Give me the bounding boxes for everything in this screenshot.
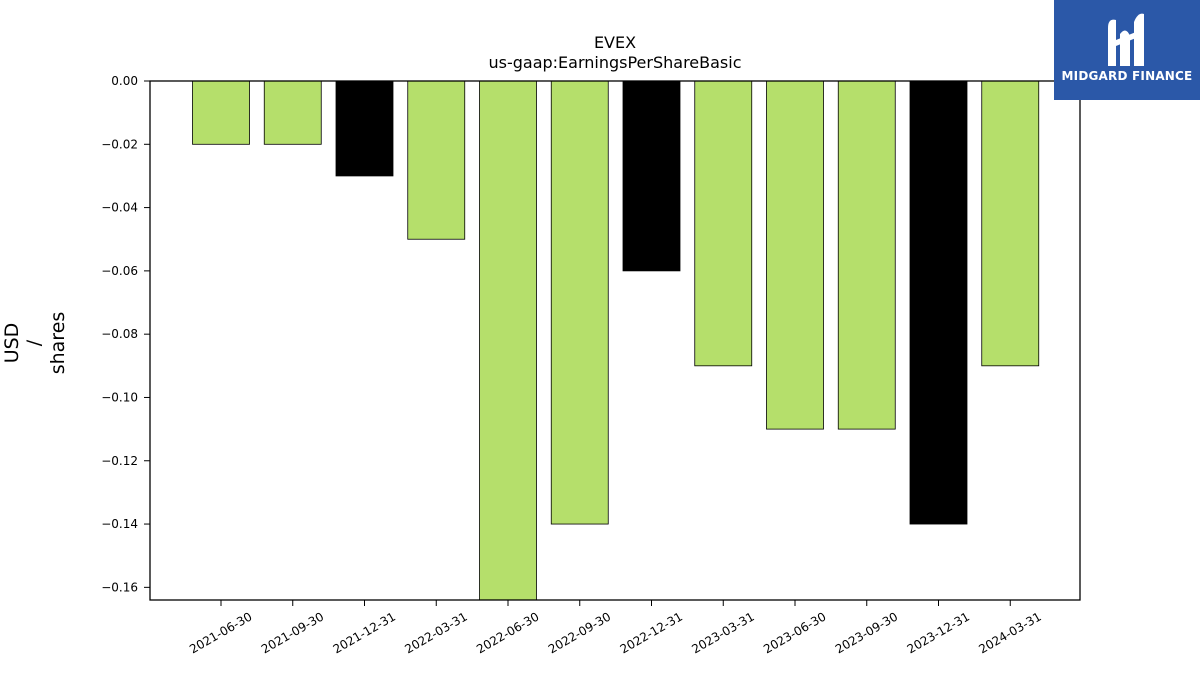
bar-2023-12-31 bbox=[909, 80, 968, 525]
plot-frame bbox=[149, 80, 1081, 601]
bar-2022-03-31 bbox=[407, 80, 466, 240]
y-ticks-group: 0.00 −0.02 −0.04 −0.06 −0.08 −0.10 −0.12 −0.14 −… bbox=[101, 74, 150, 594]
x-tick-label: 2022-06-30 bbox=[474, 609, 541, 656]
y-axis-label-line-2: / bbox=[23, 339, 45, 346]
x-tick-label: 2023-12-31 bbox=[905, 609, 972, 656]
y-tick-label: 0.00 bbox=[111, 74, 138, 88]
x-tick-label: 2022-09-30 bbox=[546, 609, 613, 656]
x-tick-label: 2023-03-31 bbox=[689, 609, 756, 656]
bar-2021-09-30 bbox=[263, 80, 322, 145]
y-tick-label: −0.02 bbox=[101, 137, 138, 151]
bar-2022-09-30 bbox=[550, 80, 609, 525]
chart-title: EVEX bbox=[594, 33, 636, 52]
x-tick-label: 2021-06-30 bbox=[187, 609, 254, 656]
bar-2021-12-31 bbox=[335, 80, 394, 177]
y-tick-label: −0.08 bbox=[101, 327, 138, 341]
x-tick-label: 2022-03-31 bbox=[402, 609, 469, 656]
x-tick-label: 2023-09-30 bbox=[833, 609, 900, 656]
y-tick-label: −0.16 bbox=[101, 580, 138, 594]
y-tick-label: −0.04 bbox=[101, 201, 138, 215]
bar-2024-03-31 bbox=[981, 80, 1040, 367]
bars-group bbox=[192, 80, 1040, 601]
x-tick-label: 2022-12-31 bbox=[618, 609, 685, 656]
bar-2023-06-30 bbox=[766, 80, 824, 430]
bar-2022-12-31 bbox=[622, 80, 681, 272]
midgard-logo-icon bbox=[1108, 13, 1144, 67]
y-axis-label: USD / shares bbox=[1, 312, 69, 375]
bar-2022-06-30 bbox=[479, 80, 537, 601]
x-tick-label: 2023-06-30 bbox=[761, 609, 828, 656]
y-tick-label: −0.12 bbox=[101, 454, 138, 468]
midgard-finance-logo: MIDGARD FINANCE bbox=[1054, 0, 1200, 100]
y-tick-label: −0.14 bbox=[101, 517, 138, 531]
x-ticks-group: 2021-06-30 2021-09-30 2021-12-31 2022-03-31… bbox=[187, 600, 1044, 656]
y-tick-label: −0.06 bbox=[101, 264, 138, 278]
x-tick-label: 2021-12-31 bbox=[331, 609, 398, 656]
x-tick-label: 2024-03-31 bbox=[976, 609, 1043, 656]
bar-2023-09-30 bbox=[837, 80, 896, 430]
bar-2023-03-31 bbox=[694, 80, 753, 367]
y-axis-label-line-1: USD bbox=[1, 323, 23, 364]
y-tick-label: −0.10 bbox=[101, 390, 138, 404]
logo-text: MIDGARD FINANCE bbox=[1061, 69, 1193, 83]
chart-subtitle: us-gaap:EarningsPerShareBasic bbox=[488, 53, 741, 72]
bar-2021-06-30 bbox=[192, 80, 250, 145]
y-axis-label-line-3: shares bbox=[47, 312, 69, 375]
x-tick-label: 2021-09-30 bbox=[259, 609, 326, 656]
